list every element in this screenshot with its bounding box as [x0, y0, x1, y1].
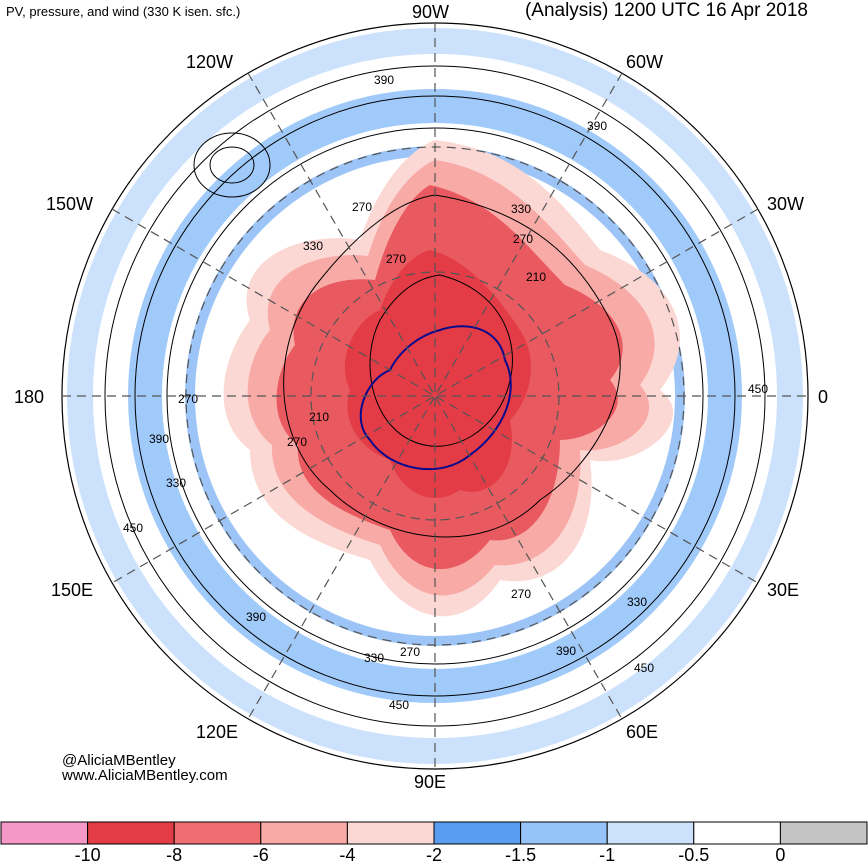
- lon-label-150e: 150E: [51, 580, 94, 600]
- lon-label-60e: 60E: [626, 722, 659, 742]
- contour-label: 450: [123, 521, 143, 535]
- colorbar: [0, 821, 868, 845]
- contour-label: 270: [386, 252, 406, 266]
- colorbar-tick-label: -10: [74, 845, 101, 865]
- lon-label-0: 0: [818, 387, 829, 407]
- contour-label: 450: [389, 698, 409, 712]
- contour-label: 210: [526, 270, 546, 284]
- colorbar-swatch: [0, 821, 89, 845]
- credit-handle: @AliciaMBentley: [62, 752, 176, 769]
- contour-label: 270: [400, 645, 420, 659]
- lon-label-90w: 90W: [412, 2, 450, 22]
- colorbar-tick-label: -1.5: [505, 845, 537, 865]
- contour-label: 270: [511, 587, 531, 601]
- colorbar-swatch: [173, 821, 262, 845]
- contour-label: 390: [374, 73, 394, 87]
- credit-website[interactable]: www.AliciaMBentley.com: [62, 767, 228, 784]
- pv-shading-dark-red: [344, 250, 531, 499]
- colorbar-swatch: [779, 821, 868, 845]
- contour-label: 390: [246, 610, 266, 624]
- contour-label: 270: [513, 232, 533, 246]
- contour-label: 450: [634, 661, 654, 675]
- analysis-time-title: (Analysis) 1200 UTC 16 Apr 2018: [524, 0, 808, 21]
- lon-label-30e: 30E: [767, 580, 800, 600]
- colorbar-tick-label: -8: [166, 845, 183, 865]
- contour-label: 330: [303, 239, 323, 253]
- colorbar-swatch: [606, 821, 695, 845]
- colorbar-swatch: [433, 821, 522, 845]
- contour-label: 210: [309, 410, 329, 424]
- colorbar-tick-label: -6: [252, 845, 269, 865]
- lon-label-60w: 60W: [626, 52, 664, 72]
- lon-label-30w: 30W: [767, 194, 805, 214]
- colorbar-swatch: [260, 821, 348, 845]
- contour-value-labels: 390 390 270 330 270 330 270 210 210 270 …: [123, 73, 768, 712]
- colorbar-tick-label: -0.5: [678, 845, 710, 865]
- colorbar-tick-label: -4: [339, 845, 356, 865]
- contour-label: 270: [287, 435, 307, 449]
- colorbar-swatch: [346, 821, 435, 845]
- colorbar-swatch: [520, 821, 608, 845]
- lon-label-90e: 90E: [414, 772, 447, 792]
- contour-label: 330: [511, 202, 531, 216]
- lon-label-120e: 120E: [196, 722, 239, 742]
- colorbar-tick-label: 0: [775, 845, 786, 865]
- contour-label: 270: [178, 392, 198, 406]
- colorbar-tick-label: -2: [425, 845, 443, 865]
- map-title: PV, pressure, and wind (330 K isen. sfc.…: [6, 4, 241, 19]
- contour-label: 330: [364, 651, 384, 665]
- lon-label-120w: 120W: [186, 52, 234, 72]
- colorbar-tick-label: -1: [599, 845, 616, 865]
- contour-label: 330: [627, 595, 647, 609]
- lon-label-150w: 150W: [46, 194, 94, 214]
- contour-label: 270: [352, 200, 372, 214]
- contour-label: 390: [587, 119, 607, 133]
- contour-label: 330: [166, 476, 186, 490]
- contour-label: 390: [556, 644, 576, 658]
- contour-label: 450: [748, 382, 768, 396]
- colorbar-swatch: [87, 821, 175, 845]
- colorbar-swatch: [693, 821, 781, 845]
- graticule: [62, 23, 808, 769]
- lon-label-180: 180: [14, 387, 45, 407]
- contour-label: 390: [149, 432, 169, 446]
